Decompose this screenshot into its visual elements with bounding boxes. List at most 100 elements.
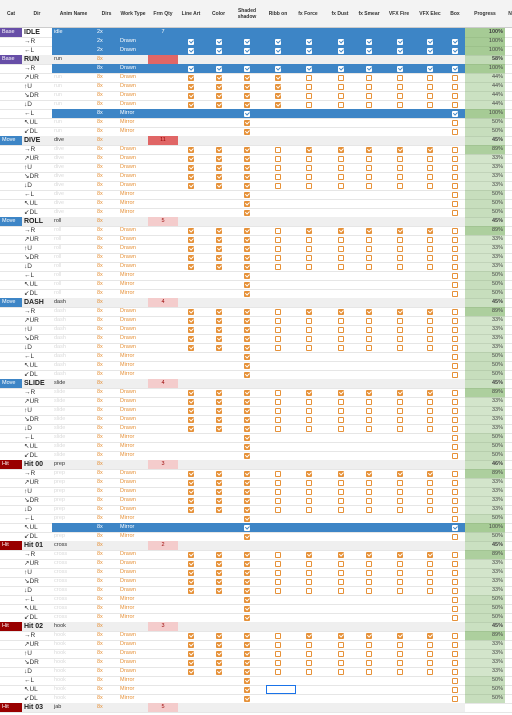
checkbox[interactable]	[275, 551, 281, 558]
checkbox[interactable]	[338, 92, 344, 99]
checkbox-checked[interactable]	[452, 38, 458, 45]
checkbox[interactable]	[397, 659, 403, 666]
checkbox[interactable]	[366, 416, 372, 423]
checkbox-checked[interactable]	[427, 146, 433, 153]
checkbox-checked[interactable]	[244, 425, 250, 432]
checkbox-checked[interactable]	[427, 227, 433, 234]
checkbox[interactable]	[306, 155, 312, 162]
checkbox-checked[interactable]	[244, 641, 250, 648]
checkbox[interactable]	[397, 245, 403, 252]
checkbox-checked[interactable]	[216, 488, 222, 495]
checkbox-checked[interactable]	[216, 632, 222, 639]
checkbox-checked[interactable]	[397, 38, 403, 45]
checkbox-checked[interactable]	[188, 560, 194, 567]
checkbox-checked[interactable]	[244, 38, 250, 45]
checkbox[interactable]	[452, 551, 458, 558]
checkbox[interactable]	[427, 407, 433, 414]
checkbox[interactable]	[427, 83, 433, 90]
checkbox[interactable]	[452, 74, 458, 81]
checkbox[interactable]	[427, 560, 433, 567]
checkbox[interactable]	[366, 479, 372, 486]
checkbox-checked[interactable]	[216, 164, 222, 171]
checkbox-checked[interactable]	[216, 551, 222, 558]
checkbox[interactable]	[427, 74, 433, 81]
checkbox-checked[interactable]	[188, 551, 194, 558]
checkbox[interactable]	[427, 317, 433, 324]
checkbox-checked[interactable]	[306, 308, 312, 315]
checkbox[interactable]	[338, 578, 344, 585]
checkbox-checked[interactable]	[216, 245, 222, 252]
checkbox[interactable]	[338, 173, 344, 180]
checkbox[interactable]	[427, 164, 433, 171]
checkbox[interactable]	[452, 371, 458, 378]
checkbox-checked[interactable]	[244, 335, 250, 342]
checkbox[interactable]	[306, 74, 312, 81]
checkbox[interactable]	[366, 488, 372, 495]
checkbox[interactable]	[452, 398, 458, 405]
checkbox-checked[interactable]	[244, 488, 250, 495]
checkbox-checked[interactable]	[188, 668, 194, 675]
checkbox[interactable]	[338, 101, 344, 108]
checkbox[interactable]	[427, 659, 433, 666]
checkbox-checked[interactable]	[244, 227, 250, 234]
checkbox-checked[interactable]	[427, 65, 433, 72]
checkbox[interactable]	[306, 164, 312, 171]
checkbox[interactable]	[275, 416, 281, 423]
checkbox[interactable]	[452, 686, 458, 693]
checkbox[interactable]	[306, 569, 312, 576]
checkbox-checked[interactable]	[397, 308, 403, 315]
checkbox[interactable]	[366, 101, 372, 108]
checkbox-checked[interactable]	[216, 182, 222, 189]
checkbox[interactable]	[366, 164, 372, 171]
checkbox-checked[interactable]	[366, 389, 372, 396]
checkbox-checked[interactable]	[244, 47, 250, 54]
checkbox[interactable]	[452, 254, 458, 261]
checkbox-checked[interactable]	[244, 668, 250, 675]
checkbox-checked[interactable]	[244, 263, 250, 270]
checkbox[interactable]	[427, 236, 433, 243]
checkbox[interactable]	[306, 668, 312, 675]
checkbox[interactable]	[306, 236, 312, 243]
checkbox[interactable]	[397, 326, 403, 333]
checkbox-checked[interactable]	[306, 38, 312, 45]
checkbox[interactable]	[427, 587, 433, 594]
checkbox-checked[interactable]	[188, 182, 194, 189]
checkbox-checked[interactable]	[216, 47, 222, 54]
checkbox-checked[interactable]	[244, 506, 250, 513]
checkbox[interactable]	[338, 560, 344, 567]
checkbox[interactable]	[427, 182, 433, 189]
checkbox[interactable]	[397, 506, 403, 513]
checkbox[interactable]	[306, 560, 312, 567]
checkbox[interactable]	[397, 263, 403, 270]
checkbox-checked[interactable]	[216, 326, 222, 333]
checkbox[interactable]	[306, 416, 312, 423]
checkbox-checked[interactable]	[244, 128, 250, 135]
checkbox[interactable]	[452, 641, 458, 648]
checkbox-checked[interactable]	[244, 353, 250, 360]
checkbox[interactable]	[397, 416, 403, 423]
checkbox[interactable]	[366, 650, 372, 657]
checkbox-checked[interactable]	[244, 659, 250, 666]
checkbox-checked[interactable]	[427, 47, 433, 54]
checkbox[interactable]	[275, 344, 281, 351]
checkbox[interactable]	[338, 245, 344, 252]
checkbox-checked[interactable]	[366, 47, 372, 54]
checkbox-checked[interactable]	[338, 146, 344, 153]
checkbox-checked[interactable]	[244, 236, 250, 243]
checkbox-checked[interactable]	[188, 488, 194, 495]
checkbox-checked[interactable]	[244, 434, 250, 441]
checkbox-checked[interactable]	[216, 389, 222, 396]
checkbox[interactable]	[306, 488, 312, 495]
checkbox[interactable]	[366, 497, 372, 504]
checkbox[interactable]	[366, 254, 372, 261]
checkbox[interactable]	[338, 326, 344, 333]
checkbox-checked[interactable]	[397, 551, 403, 558]
checkbox-checked[interactable]	[244, 119, 250, 126]
checkbox-checked[interactable]	[188, 416, 194, 423]
checkbox[interactable]	[427, 155, 433, 162]
checkbox-checked[interactable]	[216, 416, 222, 423]
checkbox[interactable]	[306, 326, 312, 333]
checkbox[interactable]	[338, 488, 344, 495]
checkbox[interactable]	[306, 650, 312, 657]
checkbox[interactable]	[397, 92, 403, 99]
